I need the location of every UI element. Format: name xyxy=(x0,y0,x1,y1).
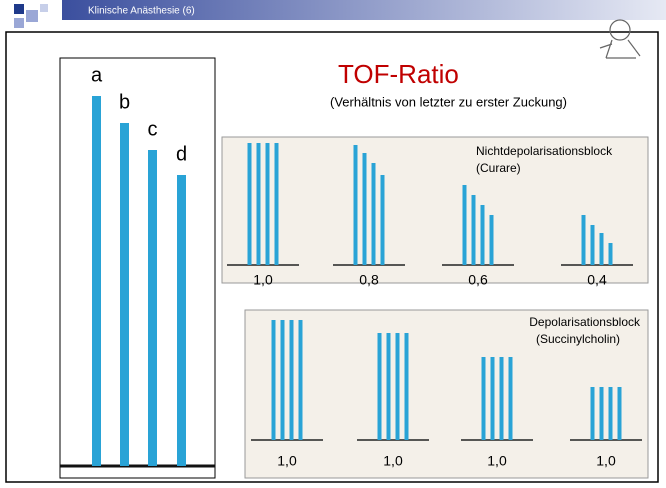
twitch-bar xyxy=(148,150,157,466)
twitch-bar xyxy=(500,357,504,440)
twitch-bar xyxy=(405,333,409,440)
bar-label: b xyxy=(119,91,130,113)
twitch-bar xyxy=(482,357,486,440)
twitch-bar xyxy=(354,145,358,265)
panel-1-subtitle: (Curare) xyxy=(476,161,521,175)
bar-label: d xyxy=(176,143,187,165)
twitch-bar xyxy=(257,143,261,265)
twitch-bar xyxy=(481,205,485,265)
twitch-bar xyxy=(509,357,513,440)
twitch-bar xyxy=(491,357,495,440)
group-label: 0,6 xyxy=(468,272,488,288)
group-label: 1,0 xyxy=(596,453,616,469)
twitch-bar xyxy=(248,143,252,265)
header-title: Klinische Anästhesie (6) xyxy=(88,6,195,17)
group-label: 1,0 xyxy=(277,453,297,469)
group-label: 1,0 xyxy=(383,453,403,469)
twitch-bar xyxy=(299,320,303,440)
twitch-bar xyxy=(177,175,186,466)
twitch-bar xyxy=(120,123,129,466)
group-label: 1,0 xyxy=(253,272,273,288)
twitch-bar xyxy=(618,387,622,440)
twitch-bar xyxy=(582,215,586,265)
twitch-bar xyxy=(290,320,294,440)
twitch-bar xyxy=(378,333,382,440)
twitch-bar xyxy=(387,333,391,440)
twitch-bar xyxy=(591,387,595,440)
twitch-bar xyxy=(600,387,604,440)
panel-2-subtitle: (Succinylcholin) xyxy=(536,332,620,346)
bar-label: c xyxy=(148,118,158,140)
group-label: 0,4 xyxy=(587,272,607,288)
left-panel xyxy=(60,58,215,478)
twitch-bar xyxy=(490,215,494,265)
bar-label: a xyxy=(91,64,103,86)
twitch-bar xyxy=(92,96,101,466)
twitch-bar xyxy=(381,175,385,265)
twitch-bar xyxy=(600,233,604,265)
twitch-bar xyxy=(609,387,613,440)
twitch-bar xyxy=(591,225,595,265)
panel-2-title: Depolarisationsblock xyxy=(529,315,641,329)
twitch-bar xyxy=(272,320,276,440)
twitch-bar xyxy=(463,185,467,265)
twitch-bar xyxy=(363,153,367,265)
slide-subtitle: (Verhältnis von letzter zu erster Zuckun… xyxy=(330,94,567,109)
twitch-bar xyxy=(396,333,400,440)
twitch-bar xyxy=(266,143,270,265)
slide: Klinische Anästhesie (6) TOF-Ratio (Verh… xyxy=(0,0,666,488)
twitch-bar xyxy=(275,143,279,265)
panel-1-title: Nichtdepolarisationsblock xyxy=(476,144,613,158)
slide-title: TOF-Ratio xyxy=(338,59,459,89)
group-label: 1,0 xyxy=(487,453,507,469)
twitch-bar xyxy=(372,163,376,265)
twitch-bar xyxy=(281,320,285,440)
twitch-bar xyxy=(472,195,476,265)
twitch-bar xyxy=(609,243,613,265)
group-label: 0,8 xyxy=(359,272,379,288)
